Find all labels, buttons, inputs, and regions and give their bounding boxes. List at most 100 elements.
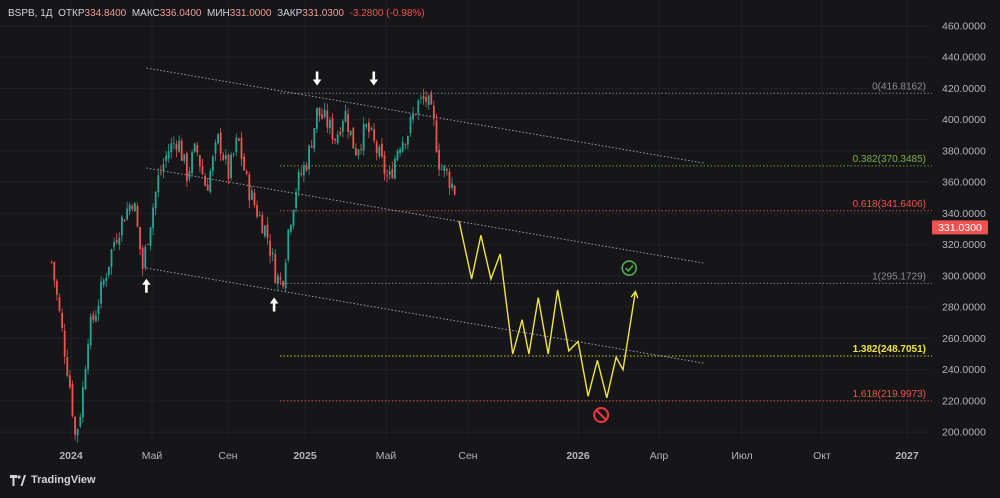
candle-body bbox=[219, 132, 222, 154]
candle-body bbox=[292, 210, 295, 226]
candle-body bbox=[287, 229, 290, 260]
candle-body bbox=[289, 224, 292, 232]
candle-body bbox=[412, 114, 414, 120]
high-value: 336.0400 bbox=[159, 8, 202, 19]
candle-body bbox=[258, 215, 261, 216]
candle-body bbox=[206, 184, 209, 191]
candle-body bbox=[391, 169, 394, 179]
fib-level-label: 0(416.8162) bbox=[872, 81, 926, 92]
symbol-label: BSPB, 1Д bbox=[8, 8, 53, 19]
candle-body bbox=[154, 191, 157, 209]
candle-body bbox=[331, 117, 334, 140]
candle-body bbox=[321, 114, 323, 119]
down-arrow-icon bbox=[369, 71, 379, 86]
candle-body bbox=[167, 151, 170, 159]
candle-body bbox=[196, 145, 199, 153]
fib-level-label: 0.618(341.6406) bbox=[853, 199, 926, 210]
candle-body bbox=[328, 119, 331, 129]
candle-body bbox=[318, 107, 321, 116]
x-tick-label: Июл bbox=[731, 450, 752, 462]
candle-body bbox=[110, 249, 113, 268]
fib-level-label: 1.382(248.7051) bbox=[853, 344, 926, 355]
candle-body bbox=[63, 330, 66, 357]
x-tick-label: Май bbox=[142, 450, 163, 462]
candle-body bbox=[440, 168, 443, 170]
candle-body bbox=[214, 142, 217, 154]
close-value: 331.0300 bbox=[302, 8, 344, 19]
candle-body bbox=[279, 277, 282, 280]
candle-body bbox=[240, 137, 243, 159]
x-tick-label: 2027 bbox=[895, 450, 919, 462]
candle-body bbox=[380, 143, 383, 157]
candle-body bbox=[404, 143, 407, 145]
candle-body bbox=[417, 100, 420, 114]
candle-body bbox=[120, 216, 123, 236]
chart-header: BSPB, 1Д ОТКР334.8400 МАКС336.0400 МИН33… bbox=[8, 8, 425, 19]
candle-body bbox=[211, 156, 214, 172]
candle-body bbox=[443, 165, 446, 172]
candle-body bbox=[256, 205, 258, 217]
open-label: ОТКР bbox=[58, 8, 85, 19]
candle-body bbox=[276, 275, 279, 285]
forecast-path bbox=[458, 221, 637, 398]
candle-body bbox=[227, 154, 230, 179]
y-tick-label: 460.0000 bbox=[942, 20, 986, 32]
candle-body bbox=[61, 312, 63, 329]
y-tick-label: 440.0000 bbox=[942, 52, 986, 64]
candle-body bbox=[399, 149, 401, 153]
candle-body bbox=[178, 140, 180, 152]
tradingview-logo[interactable]: TradingView bbox=[10, 474, 96, 486]
candle-body bbox=[266, 224, 269, 238]
candle-body bbox=[326, 110, 329, 128]
candle-body bbox=[180, 140, 183, 161]
candle-body bbox=[159, 172, 162, 174]
candle-body bbox=[261, 215, 264, 234]
candle-body bbox=[68, 375, 71, 388]
y-tick-label: 380.0000 bbox=[942, 145, 986, 157]
candle-body bbox=[126, 208, 128, 220]
candle-body bbox=[188, 171, 191, 179]
candle-body bbox=[136, 205, 139, 227]
candle-body bbox=[357, 149, 360, 156]
candle-body bbox=[360, 149, 362, 150]
up-arrow-icon bbox=[142, 278, 151, 293]
candle-body bbox=[432, 105, 435, 119]
tradingview-icon bbox=[10, 474, 26, 486]
candle-body bbox=[422, 95, 425, 100]
candle-body bbox=[414, 114, 417, 115]
candle-body bbox=[204, 175, 206, 186]
candle-body bbox=[237, 138, 240, 141]
candle-body bbox=[243, 156, 245, 171]
candle-body bbox=[193, 143, 196, 152]
candle-body bbox=[347, 114, 349, 133]
fib-level-label: 1(295.1729) bbox=[872, 271, 926, 282]
candle-body bbox=[92, 314, 95, 320]
down-arrow-icon bbox=[312, 71, 322, 86]
candle-body bbox=[149, 227, 152, 246]
close-label: ЗАКР bbox=[277, 8, 303, 19]
candle-body bbox=[76, 428, 79, 436]
candle-body bbox=[339, 131, 342, 135]
candle-body bbox=[79, 416, 82, 427]
y-tick-label: 360.0000 bbox=[942, 177, 986, 189]
candle-body bbox=[315, 107, 318, 130]
candle-body bbox=[300, 173, 303, 175]
candle-body bbox=[97, 305, 100, 314]
candle-body bbox=[362, 123, 365, 151]
candle-body bbox=[253, 192, 256, 206]
last-price-badge bbox=[932, 220, 988, 235]
candle-body bbox=[55, 281, 58, 295]
candle-body bbox=[313, 128, 316, 149]
x-tick-label: 2024 bbox=[59, 450, 83, 462]
y-tick-label: 420.0000 bbox=[942, 83, 986, 95]
candle-body bbox=[170, 143, 173, 153]
candle-body bbox=[172, 143, 175, 144]
high-label: МАКС bbox=[131, 8, 160, 19]
candle-body bbox=[445, 168, 448, 171]
y-tick-label: 340.0000 bbox=[942, 208, 986, 220]
candle-body bbox=[435, 120, 438, 152]
x-tick-label: Апр bbox=[650, 450, 669, 462]
candle-body bbox=[87, 344, 89, 370]
